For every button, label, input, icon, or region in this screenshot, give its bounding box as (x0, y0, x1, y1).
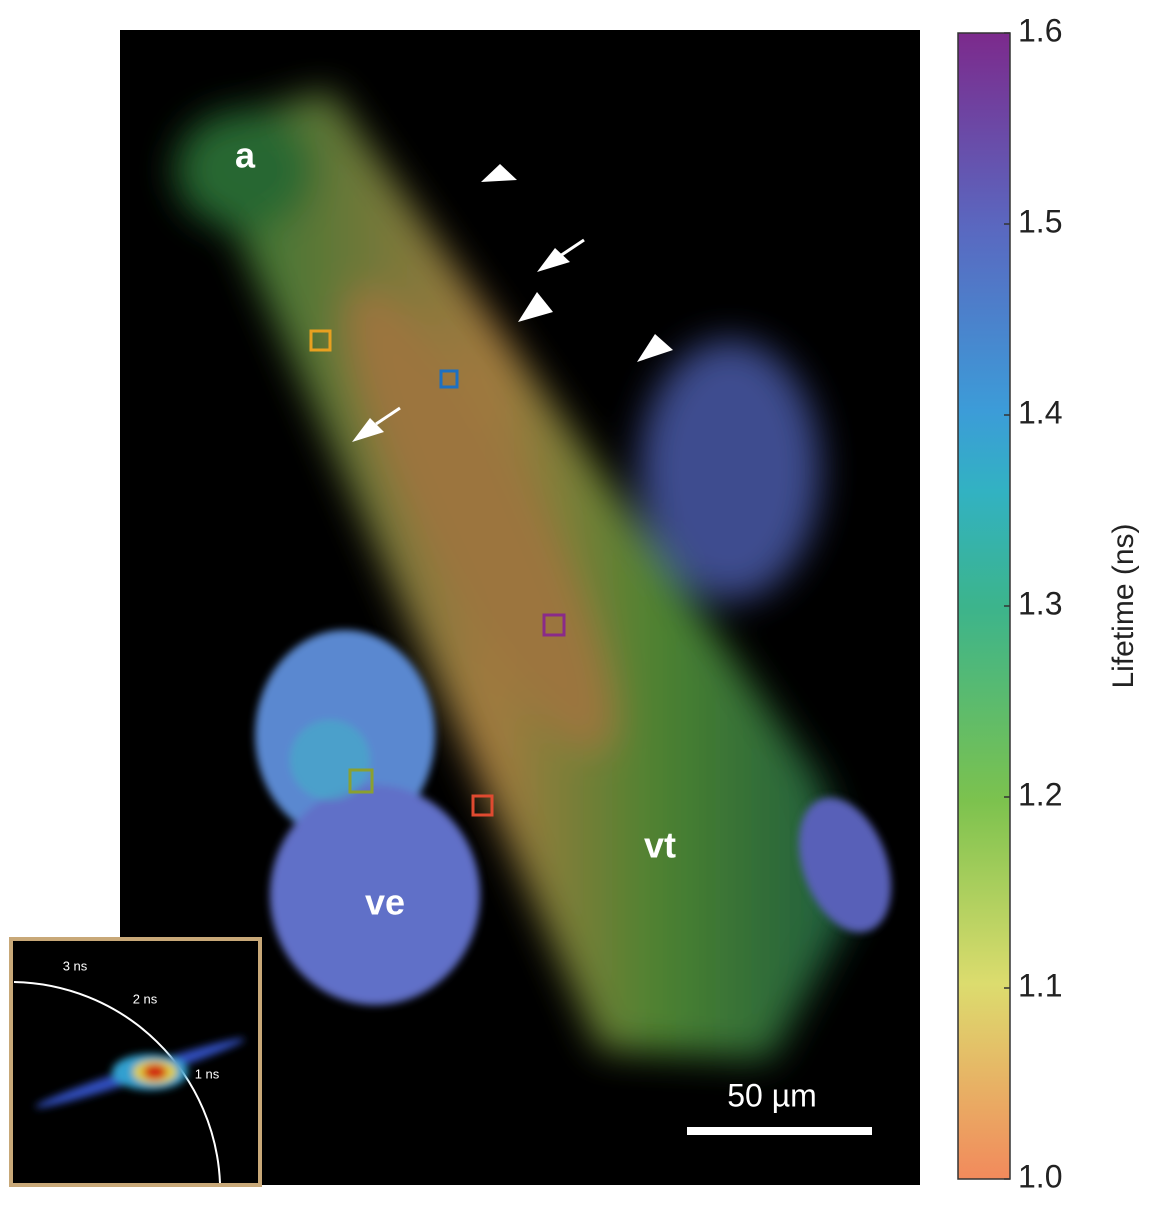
tick-label: 1.1 (1018, 967, 1062, 1003)
inset-label: 1 ns (195, 1066, 220, 1081)
region-label: ve (365, 882, 405, 923)
tick-label: 1.0 (1018, 1158, 1062, 1194)
tick-label: 1.5 (1018, 203, 1062, 239)
tick-label: 1.3 (1018, 585, 1062, 621)
inset-label: 2 ns (133, 991, 158, 1006)
colorbar: Lifetime (ns) 1.0 1.1 1.2 1.3 1.4 1.5 1.6 (957, 12, 1140, 1194)
tick-label: 1.4 (1018, 394, 1062, 430)
region-label: vt (644, 825, 676, 866)
colorbar-title: Lifetime (ns) (1107, 523, 1140, 688)
region-label: a (235, 135, 256, 176)
tick-label: 1.6 (1018, 12, 1062, 48)
scale-bar-label: 50 µm (727, 1077, 817, 1113)
inset: 3 ns 2 ns 1 ns (9, 937, 262, 1187)
inset-label: 3 ns (63, 958, 88, 973)
tick-label: 1.2 (1018, 776, 1062, 812)
